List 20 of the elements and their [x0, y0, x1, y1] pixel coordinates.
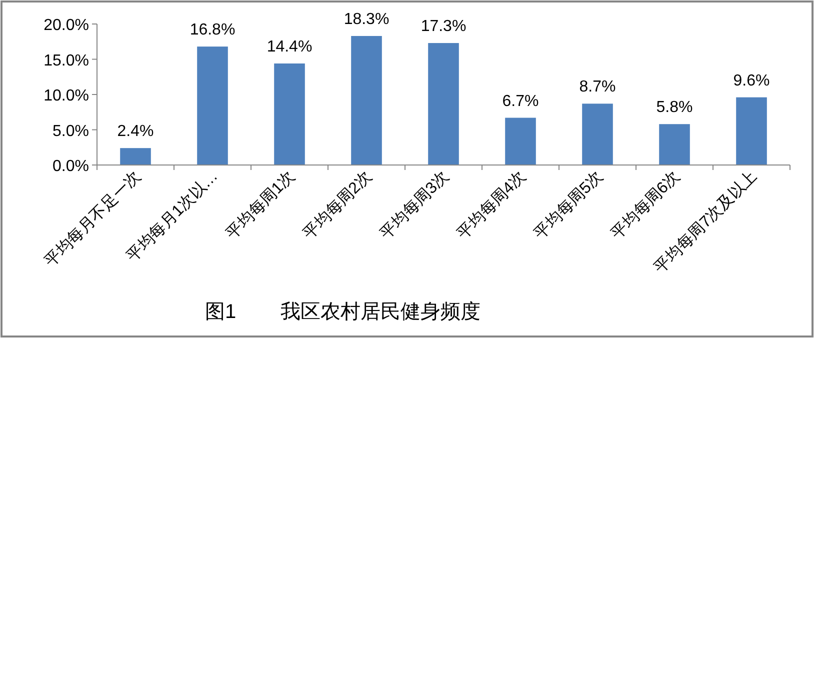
data-label: 18.3% — [344, 10, 390, 28]
data-label: 9.6% — [733, 72, 770, 90]
data-label: 6.7% — [502, 92, 539, 110]
y-tick-label: 20.0% — [44, 17, 89, 34]
y-tick-label: 0.0% — [52, 158, 89, 175]
x-tick-label: 平均每周5次 — [531, 168, 606, 243]
x-tick-label: 平均每周3次 — [377, 168, 452, 243]
data-label: 8.7% — [579, 78, 616, 96]
data-label: 14.4% — [266, 38, 312, 56]
x-tick-label: 平均每周4次 — [454, 168, 530, 243]
y-tick-label: 10.0% — [44, 88, 89, 104]
data-label: 17.3% — [420, 18, 466, 36]
data-label: 5.8% — [656, 99, 693, 116]
data-label: 16.8% — [190, 22, 236, 39]
title: 图1 我区农村居民健身频度 — [205, 301, 481, 323]
x-tick-label: 平均每周2次 — [300, 168, 376, 243]
x-tick-label: 平均每周1次 — [223, 168, 298, 243]
y-tick-label: 5.0% — [52, 122, 89, 140]
y-tick-label: 15.0% — [44, 52, 89, 70]
data-label: 2.4% — [117, 123, 154, 140]
